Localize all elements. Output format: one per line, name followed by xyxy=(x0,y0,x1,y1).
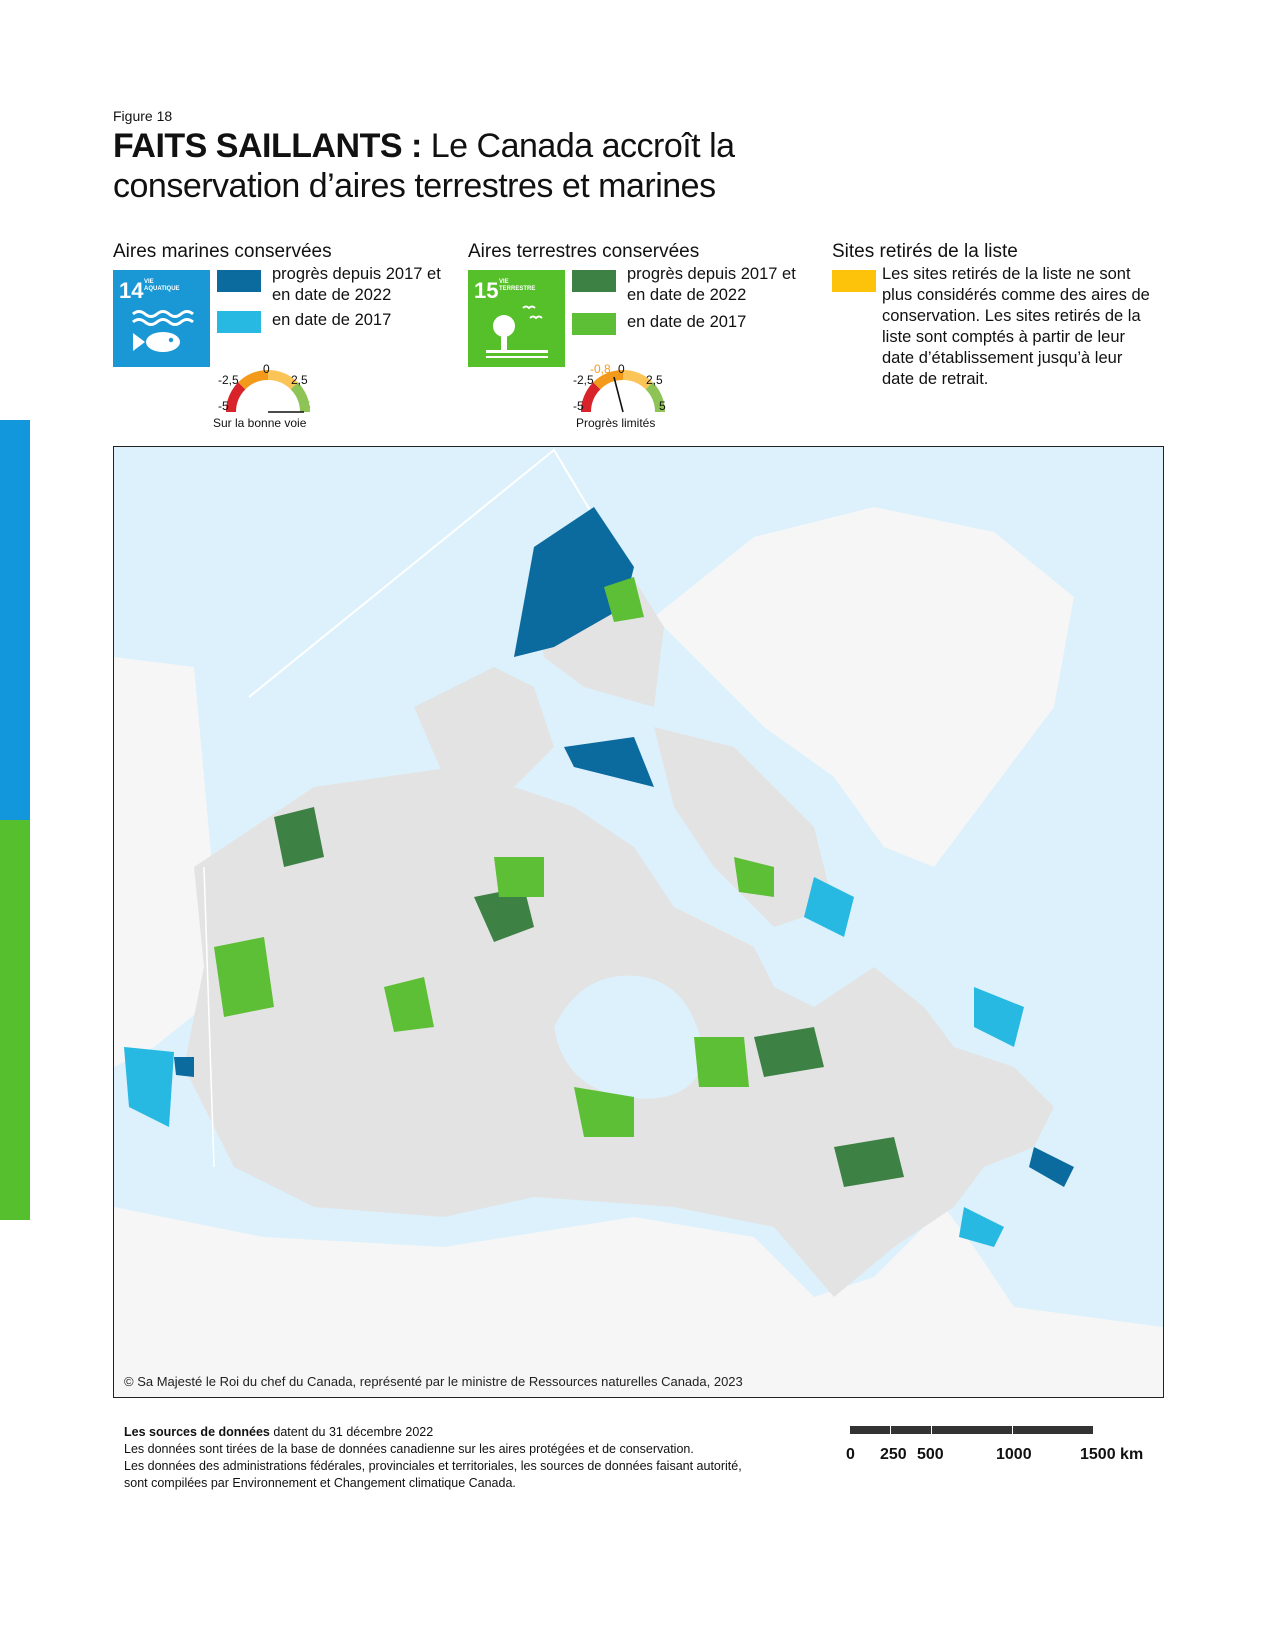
sources-date: datent du 31 décembre 2022 xyxy=(269,1425,434,1439)
terrestrial-progress-label: progrès depuis 2017 et en date de 2022 xyxy=(627,265,796,304)
terrestrial-gauge xyxy=(580,369,666,413)
terrestrial-gauge-low: -2,5 xyxy=(573,373,594,387)
terrestrial-progress-area xyxy=(834,1137,904,1187)
terrestrial-2017-label: en date de 2017 xyxy=(627,313,747,331)
marine-2017-swatch xyxy=(217,311,261,333)
terrestrial-2017-swatch xyxy=(572,313,616,335)
terrestrial-2017-area xyxy=(214,937,274,1017)
map-canvas xyxy=(114,448,1163,1397)
terrestrial-2017-area xyxy=(574,1087,634,1137)
terrestrial-progress-area xyxy=(474,887,534,942)
hudson-bay xyxy=(554,975,704,1099)
terrestrial-gauge-status: Progrès limités xyxy=(576,416,656,430)
figure-label: Figure 18 xyxy=(113,108,173,124)
marine-2017-area xyxy=(959,1207,1004,1247)
removed-legend-heading: Sites retirés de la liste xyxy=(832,241,1018,262)
canada-map: © Sa Majesté le Roi du chef du Canada, r… xyxy=(113,446,1164,1398)
fish-icon xyxy=(132,310,194,352)
marine-2017-label: en date de 2017 xyxy=(272,311,392,329)
marine-legend-heading: Aires marines conservées xyxy=(113,241,332,262)
terrestrial-legend-heading: Aires terrestres conservées xyxy=(468,241,700,262)
marine-progress-area xyxy=(514,507,634,657)
scale-label-0: 0 xyxy=(846,1446,855,1463)
terrestrial-progress-swatch xyxy=(572,270,616,292)
marine-progress-area xyxy=(564,737,654,787)
sources-line-2: Les données des administrations fédérale… xyxy=(124,1459,742,1490)
terrestrial-2017-area xyxy=(494,857,544,897)
removed-description: Les sites retirés de la liste ne sont pl… xyxy=(882,265,1150,388)
sdg15-goal: VIE TERRESTRE xyxy=(499,279,536,292)
marine-gauge-min: -5 xyxy=(218,399,229,413)
data-sources: Les sources de données datent du 31 déce… xyxy=(124,1424,764,1492)
terrestrial-gauge-high: 2,5 xyxy=(646,373,663,387)
title-bold: FAITS SAILLANTS : xyxy=(113,127,422,165)
marine-gauge-status: Sur la bonne voie xyxy=(213,416,307,430)
scale-label-500: 500 xyxy=(917,1446,944,1463)
terrestrial-gauge-mid: 0 xyxy=(618,362,625,376)
marine-2017-area xyxy=(804,877,854,937)
marine-gauge xyxy=(225,369,311,413)
terrestrial-2017-area xyxy=(384,977,434,1032)
page-title: FAITS SAILLANTS : Le Canada accroît la c… xyxy=(113,126,813,206)
removed-swatch xyxy=(832,270,876,292)
provincial-borders xyxy=(203,866,215,1168)
marine-2017-area xyxy=(974,987,1024,1047)
terrestrial-gauge-min: -5 xyxy=(573,399,584,413)
marine-progress-area xyxy=(1029,1147,1074,1187)
scale-label-250: 250 xyxy=(880,1446,907,1463)
sdg14-goal: VIE AQUATIQUE xyxy=(144,279,180,292)
terrestrial-gauge-value: -0,8 xyxy=(590,362,611,376)
alaska-landmass xyxy=(114,657,214,1067)
terrestrial-gauge-max: 5 xyxy=(659,399,666,413)
sdg14-number: 14 xyxy=(119,278,144,303)
marine-gauge-mid: 0 xyxy=(263,362,270,376)
sdg15-number: 15 xyxy=(474,278,499,303)
terrestrial-gauge-needle xyxy=(613,376,624,413)
terrestrial-progress-area xyxy=(754,1027,824,1077)
terrestrial-2017-area xyxy=(604,577,644,622)
sdg14-badge: 14 VIE AQUATIQUE xyxy=(113,270,210,367)
terrestrial-progress-area xyxy=(274,807,324,867)
tree-icon xyxy=(486,305,548,358)
title-rest: Le Canada accroît la conservation d’aire… xyxy=(113,127,735,205)
arctic-islands xyxy=(414,667,554,787)
marine-gauge-max: 5 xyxy=(304,399,311,413)
baffin-island xyxy=(654,727,834,927)
sidebar-accent-blue xyxy=(0,420,30,820)
marine-gauge-high: 2,5 xyxy=(291,373,308,387)
scale-bar-graphic xyxy=(850,1426,1093,1434)
marine-progress-area xyxy=(174,1057,194,1077)
marine-gauge-low: -2,5 xyxy=(218,373,239,387)
terrestrial-2017-area xyxy=(734,857,774,897)
terrestrial-2017-area xyxy=(694,1037,749,1087)
sources-heading: Les sources de données xyxy=(124,1425,270,1439)
scale-label-1500: 1500 km xyxy=(1080,1446,1144,1463)
marine-progress-swatch xyxy=(217,270,261,292)
sidebar-accent-green xyxy=(0,820,30,1220)
scale-label-1000: 1000 xyxy=(996,1446,1032,1463)
marine-progress-label: progrès depuis 2017 et en date de 2022 xyxy=(272,265,441,304)
arctic-sector-border xyxy=(248,448,595,698)
usa-landmass xyxy=(114,1207,1163,1397)
scale-bar: 0 250 500 1000 1500 km xyxy=(846,1424,1170,1474)
sources-line-1: Les données sont tirées de la base de do… xyxy=(124,1442,694,1456)
map-copyright: © Sa Majesté le Roi du chef du Canada, r… xyxy=(124,1374,743,1389)
greenland-landmass xyxy=(654,507,1074,867)
marine-2017-area xyxy=(124,1047,174,1127)
sdg15-badge: 15 VIE TERRESTRE xyxy=(468,270,565,367)
